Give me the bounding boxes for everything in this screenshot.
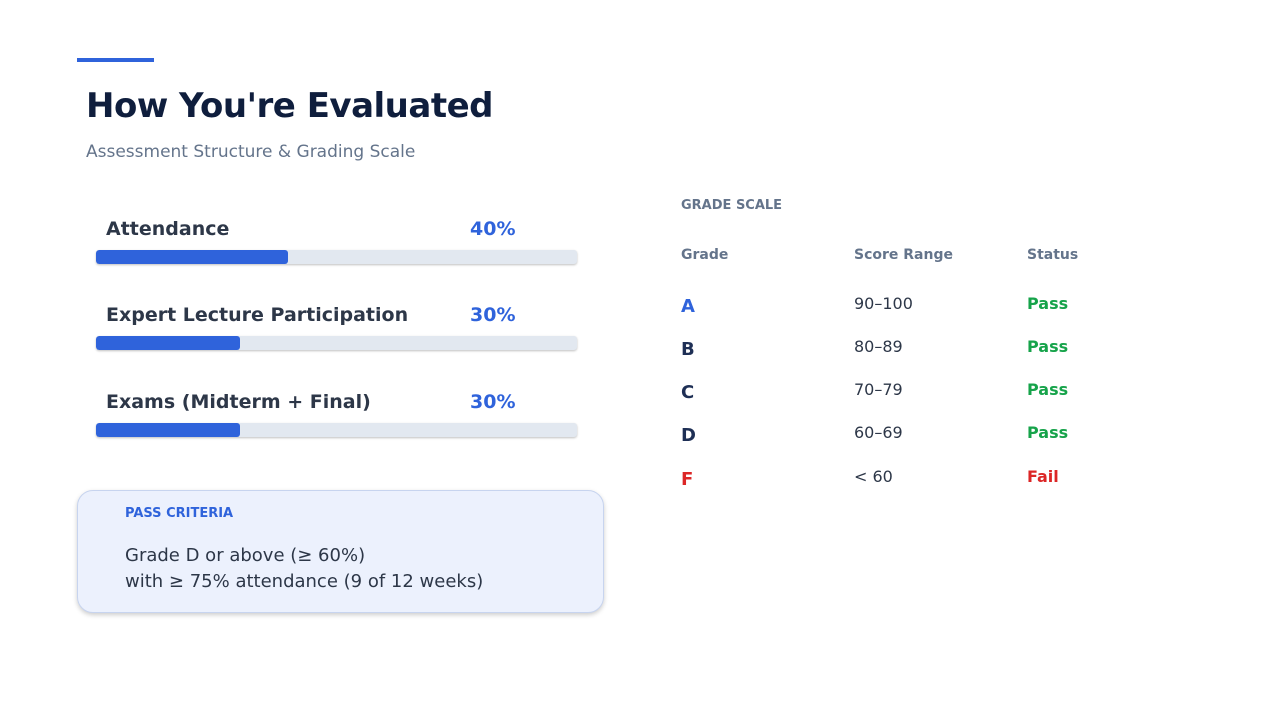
weight-percent: 30%: [470, 391, 516, 413]
grade-row: F < 60 Fail: [681, 467, 1201, 497]
weight-label: Exams (Midterm + Final): [106, 391, 371, 413]
grade-letter: B: [681, 339, 695, 360]
progress-track: [96, 250, 577, 264]
progress-fill: [96, 423, 241, 437]
grade-row: B 80–89 Pass: [681, 337, 1201, 367]
progress-fill: [96, 336, 241, 350]
pass-criteria-card: PASS CRITERIA Grade D or above (≥ 60%) w…: [77, 490, 604, 613]
grade-letter: A: [681, 296, 695, 317]
column-header-score-range: Score Range: [854, 247, 953, 263]
progress-fill: [96, 250, 289, 264]
grade-letter: D: [681, 425, 696, 446]
weight-item-exams: Exams (Midterm + Final) 30%: [96, 391, 577, 441]
weight-percent: 40%: [470, 218, 516, 240]
weight-label: Expert Lecture Participation: [106, 304, 409, 326]
grade-letter: C: [681, 382, 695, 403]
pass-criteria-line: Grade D or above (≥ 60%): [125, 545, 366, 566]
weight-label: Attendance: [106, 218, 230, 240]
grade-status: Pass: [1027, 423, 1069, 442]
page-title: How You're Evaluated: [86, 86, 493, 126]
progress-track: [96, 423, 577, 437]
grade-status: Pass: [1027, 294, 1069, 313]
title-accent-bar: [77, 58, 154, 62]
grade-row: D 60–69 Pass: [681, 423, 1201, 453]
page-subtitle: Assessment Structure & Grading Scale: [86, 142, 416, 162]
grade-score-range: 60–69: [854, 423, 903, 442]
progress-track: [96, 336, 577, 350]
grade-status: Fail: [1027, 467, 1059, 486]
grade-score-range: < 60: [854, 467, 893, 486]
grade-score-range: 70–79: [854, 380, 903, 399]
weight-item-attendance: Attendance 40%: [96, 218, 577, 268]
grade-status: Pass: [1027, 380, 1069, 399]
grade-scale-title: GRADE SCALE: [681, 198, 783, 213]
grade-status: Pass: [1027, 337, 1069, 356]
grade-letter: F: [681, 469, 694, 490]
weight-percent: 30%: [470, 304, 516, 326]
grade-score-range: 90–100: [854, 294, 913, 313]
grade-score-range: 80–89: [854, 337, 903, 356]
weight-item-expert-lecture: Expert Lecture Participation 30%: [96, 304, 577, 354]
grade-row: A 90–100 Pass: [681, 294, 1201, 324]
pass-criteria-line: with ≥ 75% attendance (9 of 12 weeks): [125, 571, 484, 592]
grade-row: C 70–79 Pass: [681, 380, 1201, 410]
pass-criteria-heading: PASS CRITERIA: [125, 506, 234, 521]
column-header-status: Status: [1027, 247, 1079, 263]
column-header-grade: Grade: [681, 247, 729, 263]
